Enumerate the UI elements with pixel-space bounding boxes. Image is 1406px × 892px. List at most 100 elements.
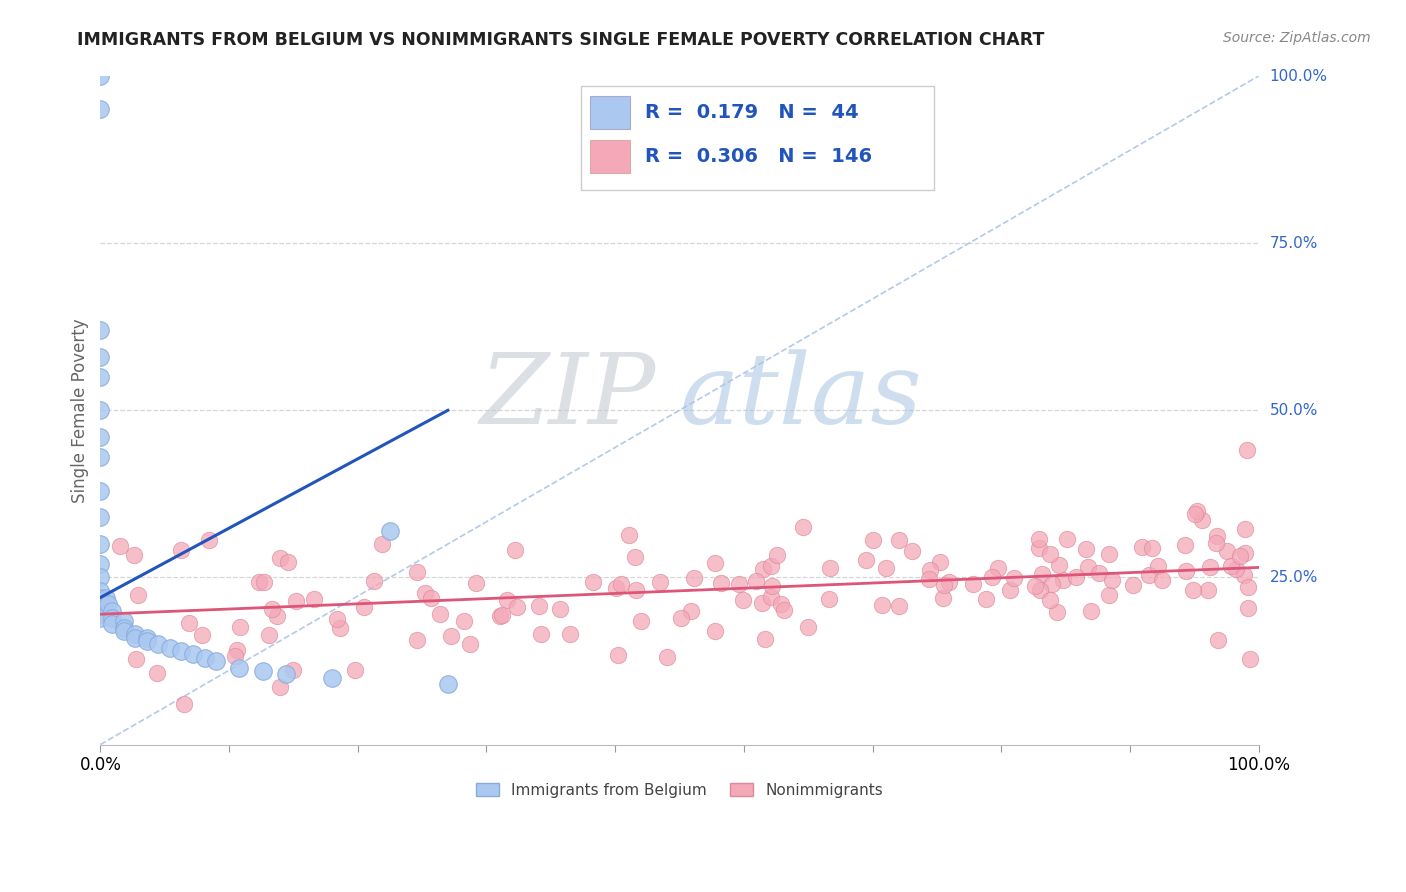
Point xyxy=(605,581,627,595)
Point xyxy=(1098,588,1121,602)
Point xyxy=(1098,547,1121,561)
Point xyxy=(1174,538,1197,552)
Point xyxy=(89,103,111,117)
Point xyxy=(1130,541,1153,555)
Point xyxy=(1064,569,1087,583)
Point xyxy=(792,520,814,534)
Point xyxy=(262,602,284,616)
Point xyxy=(727,577,749,591)
Point xyxy=(759,590,782,604)
Point xyxy=(1047,558,1070,573)
Point xyxy=(343,663,366,677)
Point xyxy=(1206,529,1229,543)
Point xyxy=(266,609,288,624)
Point xyxy=(197,533,219,547)
Point xyxy=(505,599,527,614)
Point xyxy=(503,542,526,557)
Legend: Immigrants from Belgium, Nonimmigrants: Immigrants from Belgium, Nonimmigrants xyxy=(470,777,889,804)
Point xyxy=(817,592,839,607)
Point xyxy=(870,598,893,612)
Text: ZIP: ZIP xyxy=(479,350,657,444)
Point xyxy=(558,627,581,641)
Point xyxy=(89,483,111,498)
Point xyxy=(191,628,214,642)
Point xyxy=(257,628,280,642)
Point xyxy=(745,574,768,588)
Point xyxy=(1056,533,1078,547)
Point xyxy=(1234,546,1257,560)
Point xyxy=(173,698,195,712)
Point xyxy=(1152,573,1174,587)
Point xyxy=(630,614,652,628)
Point xyxy=(1205,536,1227,550)
Point xyxy=(453,614,475,628)
Point xyxy=(1028,582,1050,597)
Point xyxy=(648,574,671,589)
Point xyxy=(619,528,641,542)
Point xyxy=(179,616,201,631)
Point xyxy=(889,533,911,547)
Point xyxy=(127,588,149,602)
Point xyxy=(1040,577,1063,591)
Point xyxy=(875,560,897,574)
Point xyxy=(769,597,792,611)
Point xyxy=(89,597,111,611)
Point xyxy=(751,596,773,610)
Point xyxy=(112,614,135,628)
Point xyxy=(101,610,124,624)
Point xyxy=(89,403,111,417)
Point xyxy=(657,649,679,664)
Point xyxy=(1146,558,1168,573)
Point xyxy=(1208,632,1230,647)
Point xyxy=(1236,443,1258,458)
Point xyxy=(1137,567,1160,582)
Point xyxy=(228,661,250,675)
Point xyxy=(938,575,960,590)
Point xyxy=(89,450,111,464)
Point xyxy=(1080,604,1102,618)
Point xyxy=(170,542,193,557)
Point xyxy=(1039,548,1062,562)
Point xyxy=(818,561,841,575)
Point xyxy=(607,648,630,662)
Point xyxy=(1028,532,1050,546)
Point xyxy=(1182,583,1205,598)
Point xyxy=(703,556,725,570)
Point xyxy=(998,582,1021,597)
Point xyxy=(1031,566,1053,581)
Text: R =  0.306   N =  146: R = 0.306 N = 146 xyxy=(645,147,872,166)
Point xyxy=(406,632,429,647)
Point xyxy=(1039,593,1062,607)
Point xyxy=(928,555,950,569)
Point xyxy=(89,557,111,571)
FancyBboxPatch shape xyxy=(581,86,935,190)
Point xyxy=(920,562,942,576)
Point xyxy=(247,575,270,590)
Point xyxy=(89,600,111,615)
Point xyxy=(527,599,550,613)
Point xyxy=(181,648,204,662)
Point xyxy=(378,524,401,538)
Text: Source: ZipAtlas.com: Source: ZipAtlas.com xyxy=(1223,31,1371,45)
Point xyxy=(135,634,157,648)
Point xyxy=(887,599,910,613)
Point xyxy=(429,607,451,621)
Point xyxy=(855,553,877,567)
Point xyxy=(110,539,132,553)
Point xyxy=(1076,541,1098,556)
Point xyxy=(1239,652,1261,666)
Point xyxy=(205,654,228,668)
Point xyxy=(1198,560,1220,574)
Point xyxy=(862,533,884,547)
Point xyxy=(125,652,148,666)
Point xyxy=(94,591,117,605)
Point xyxy=(679,604,702,618)
Point xyxy=(710,576,733,591)
Point xyxy=(901,543,924,558)
FancyBboxPatch shape xyxy=(591,96,630,129)
Point xyxy=(89,591,111,605)
Point xyxy=(761,579,783,593)
Text: R =  0.179   N =  44: R = 0.179 N = 44 xyxy=(645,103,858,122)
Point xyxy=(413,586,436,600)
Point xyxy=(1220,559,1243,574)
